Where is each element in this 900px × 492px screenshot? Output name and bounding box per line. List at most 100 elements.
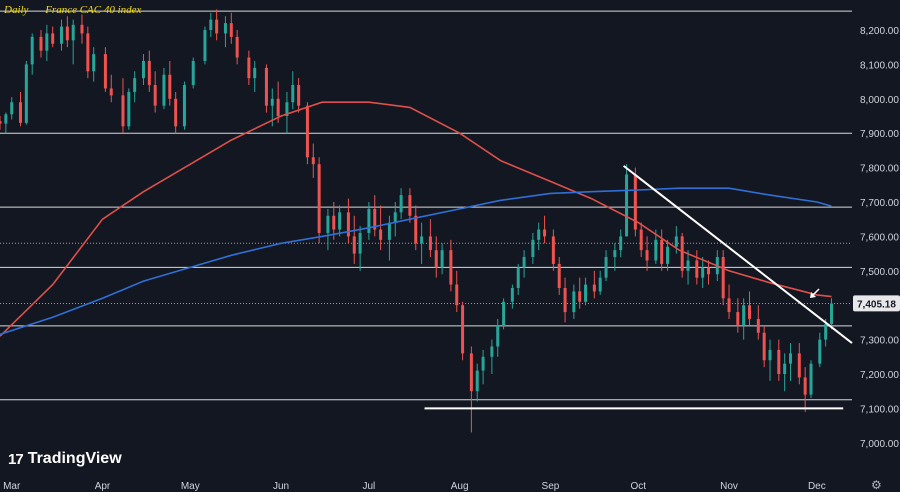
candle-body	[317, 164, 321, 233]
y-tick-label: 7,700.00	[860, 198, 899, 209]
candle-body	[824, 324, 828, 340]
chart-title: Daily France CAC 40 index	[4, 4, 155, 16]
candle-body	[133, 78, 137, 92]
x-axis: Mar Apr May Jun Jul Aug Sep Oct Nov Dec	[3, 481, 826, 492]
x-tick-label: Mar	[3, 481, 21, 492]
candle-body	[777, 349, 781, 374]
candle-body	[223, 23, 227, 34]
ma-blue-line	[0, 187, 832, 336]
candle-body	[803, 377, 807, 395]
x-tick-label: Oct	[630, 481, 646, 492]
candle-body	[557, 263, 561, 288]
x-tick-label: May	[181, 481, 200, 492]
candle-body	[276, 98, 280, 116]
candle-body	[141, 60, 145, 79]
candle-body	[543, 229, 547, 237]
candle-body	[379, 229, 383, 240]
candle-body	[103, 54, 107, 89]
candle-body	[18, 102, 22, 123]
candle-body	[399, 195, 403, 213]
candle-body	[209, 19, 213, 30]
candle-body	[174, 98, 178, 127]
candle-body	[830, 303, 834, 325]
candle-body	[182, 85, 186, 127]
candle-body	[660, 239, 664, 264]
candle-body	[701, 267, 705, 278]
horizontal-levels	[0, 10, 852, 401]
candle-body	[346, 212, 350, 237]
candle-body	[229, 23, 233, 37]
candle-body	[748, 305, 752, 319]
candle-body	[367, 208, 371, 233]
candle-body	[578, 291, 582, 302]
candle-body	[742, 305, 746, 326]
candle-body	[373, 208, 377, 230]
y-tick-label: 8,100.00	[860, 60, 899, 71]
candle-body	[311, 157, 315, 165]
candle-body	[45, 33, 49, 51]
candle-body	[604, 257, 608, 278]
candle-body	[551, 236, 555, 264]
candle-body	[686, 260, 690, 271]
candle-body	[297, 85, 301, 106]
candle-body	[30, 36, 34, 65]
candle-body	[86, 33, 90, 72]
candle-body	[92, 54, 96, 72]
candle-body	[736, 312, 740, 326]
y-tick-label: 7,100.00	[860, 404, 899, 415]
candle-body	[51, 33, 55, 44]
timeframe-label: Daily	[4, 4, 29, 16]
candle-body	[490, 346, 494, 357]
y-tick-label: 7,200.00	[860, 370, 899, 381]
candle-body	[818, 339, 822, 364]
candle-body	[783, 363, 787, 374]
candle-body	[203, 30, 207, 61]
candles	[0, 9, 834, 433]
candle-body	[475, 370, 479, 392]
candle-body	[572, 291, 576, 313]
price-tag-bg	[853, 295, 900, 312]
y-tick-label: 8,000.00	[860, 95, 899, 106]
candle-body	[235, 36, 239, 58]
y-tick-label: 7,600.00	[860, 232, 899, 243]
tradingview-logo[interactable]: 17 TradingView	[8, 450, 122, 468]
candle-body	[674, 236, 678, 247]
x-tick-label: Jul	[363, 481, 376, 492]
candle-body	[768, 349, 772, 361]
candle-body	[420, 236, 424, 244]
candle-body	[153, 85, 157, 106]
candle-body	[502, 301, 506, 326]
candle-body	[285, 102, 289, 116]
y-tick-label: 7,800.00	[860, 164, 899, 175]
candle-body	[440, 250, 444, 268]
candle-body	[522, 257, 526, 268]
candle-body	[563, 288, 567, 313]
candle-body	[191, 60, 195, 86]
candle-body	[338, 212, 342, 230]
candle-body	[707, 267, 711, 275]
candle-body	[59, 26, 63, 44]
candle-body	[809, 363, 813, 395]
y-tick-label: 7,500.00	[860, 267, 899, 278]
candle-body	[639, 229, 643, 251]
candle-body	[121, 95, 125, 127]
x-tick-label: Aug	[451, 481, 469, 492]
candle-body	[654, 239, 658, 261]
y-axis: 8,200.00 8,100.00 8,000.00 7,900.00 7,800.00…	[860, 26, 899, 450]
candle-body	[434, 250, 438, 268]
candle-body	[496, 325, 500, 347]
candle-body	[762, 332, 766, 361]
candle-body	[613, 250, 617, 258]
y-tick-label: 8,200.00	[860, 26, 899, 37]
candle-body	[789, 353, 793, 364]
candle-body	[387, 222, 391, 240]
candle-body	[332, 215, 336, 230]
candle-body	[756, 318, 760, 333]
x-tick-label: Dec	[808, 481, 826, 492]
candle-body	[127, 91, 131, 127]
candle-body	[264, 67, 268, 106]
candle-body	[0, 121, 2, 124]
candle-body	[291, 85, 295, 103]
candle-body	[598, 277, 602, 292]
gear-icon[interactable]: ⚙	[871, 478, 882, 492]
